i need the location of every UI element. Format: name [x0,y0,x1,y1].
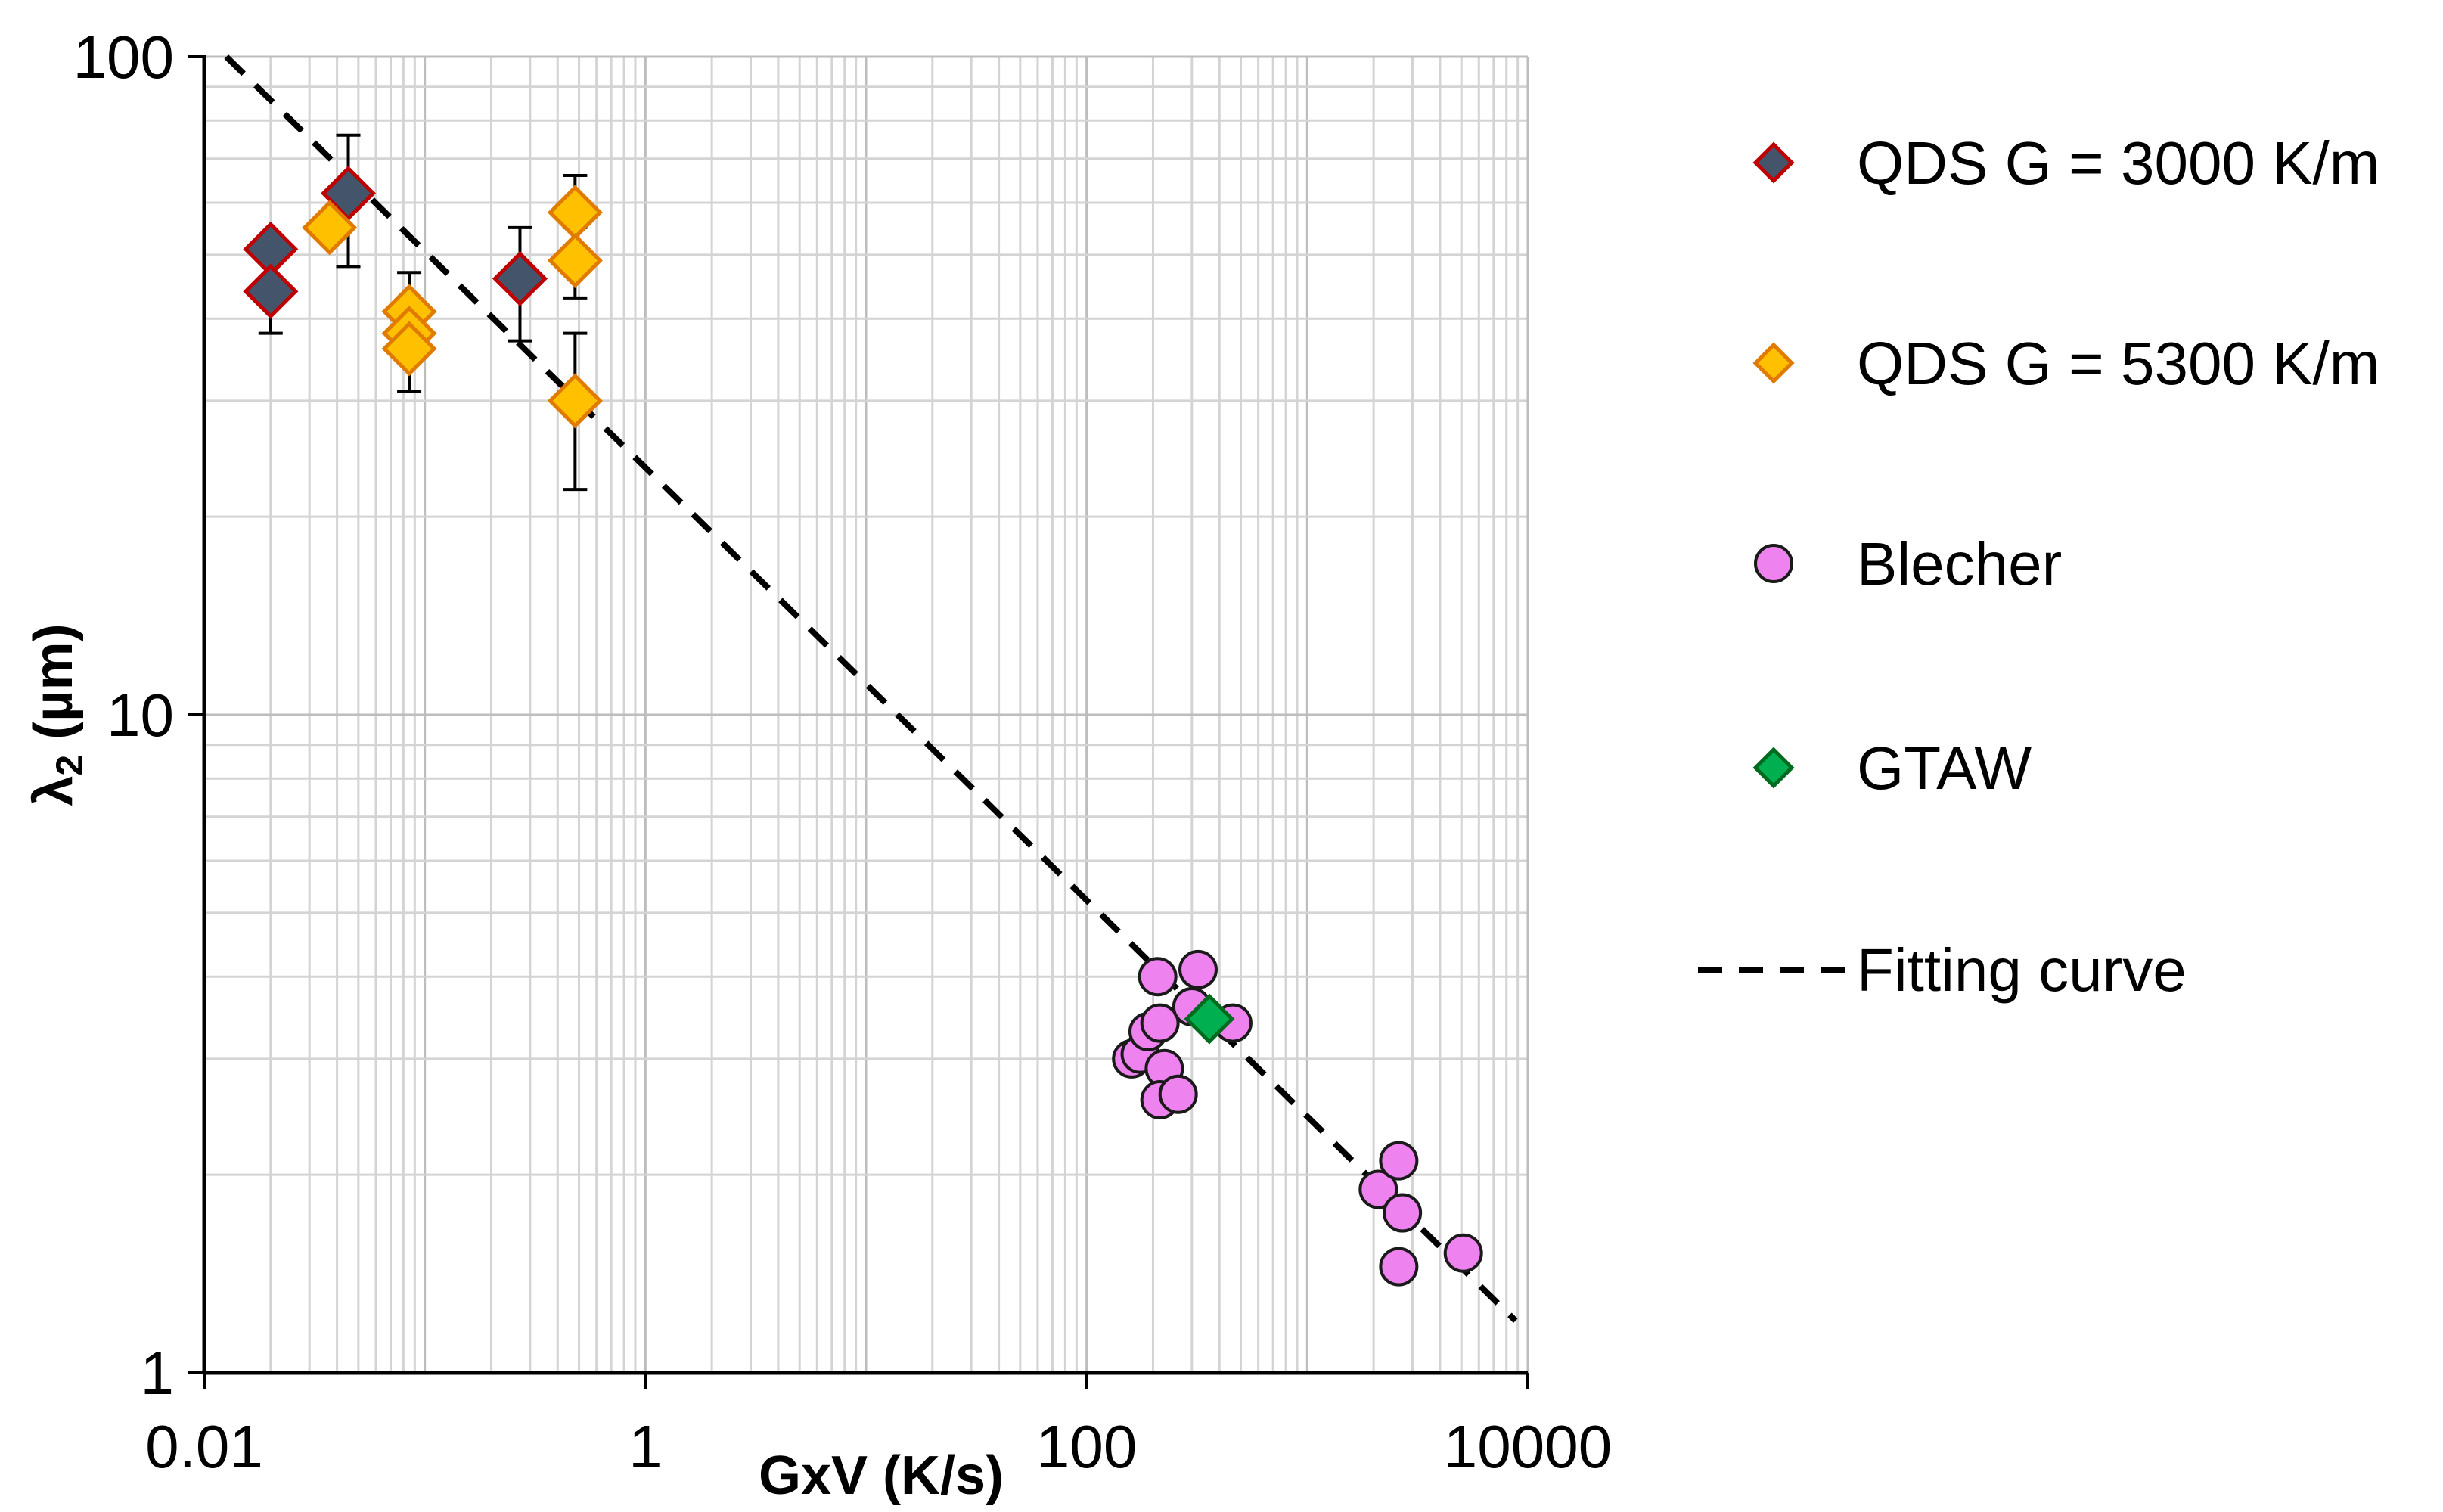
y-axis-title: λ2 (µm) [23,623,91,806]
point-qds-g-3000-k-m [243,263,299,319]
fitting-curve-group [224,54,1518,1323]
legend-label-qds-g-5300-k-m: QDS G = 5300 K/m [1857,330,2379,397]
legend-marker-gtaw [1752,747,1795,789]
fitting-curve-line [224,54,1518,1323]
axis-labels: GxV (K/s) λ2 (µm) [23,623,1004,1506]
x-tick-label: 100 [1036,1413,1137,1480]
point-blecher [1379,1247,1419,1287]
legend-marker-blecher [1754,544,1793,583]
point-qds-g-3000-k-m [320,166,377,222]
point-blecher [1379,1141,1419,1181]
data-points-group [243,133,1483,1287]
point-blecher [1383,1193,1423,1233]
x-tick-label: 0.01 [145,1413,263,1480]
x-tick-label: 1 [629,1413,663,1480]
point-qds-g-3000-k-m [492,250,548,306]
point-blecher [1140,1003,1180,1043]
x-axis-title: GxV (K/s) [759,1445,1004,1506]
point-blecher [1178,949,1218,989]
point-qds-g-5300-k-m [547,232,603,289]
legend-label-blecher: Blecher [1857,530,2062,598]
x-tick-label: 10000 [1444,1413,1612,1480]
y-tick-label: 10 [107,681,174,749]
point-qds-g-5300-k-m [302,200,358,256]
point-blecher [1158,1074,1198,1114]
legend: QDS G = 3000 K/m QDS G = 5300 K/m Blecher G… [1698,129,2379,1004]
point-qds-g-5300-k-m [547,373,603,429]
legend-label-gtaw: GTAW [1857,734,2032,802]
legend-label-fitting-curve: Fitting curve [1857,936,2187,1004]
y-tick-label: 1 [141,1340,175,1407]
point-blecher [1138,957,1178,997]
point-blecher [1443,1233,1483,1273]
point-qds-g-5300-k-m [381,321,437,377]
legend-marker-qds-g-5300-k-m [1752,342,1795,384]
point-gtaw [1184,993,1235,1045]
y-tick-label: 100 [73,23,174,91]
point-blecher [1358,1169,1398,1209]
legend-marker-qds-g-3000-k-m [1752,141,1795,184]
grid [204,55,1529,1373]
legend-label-qds-g-3000-k-m: QDS G = 3000 K/m [1857,129,2379,197]
